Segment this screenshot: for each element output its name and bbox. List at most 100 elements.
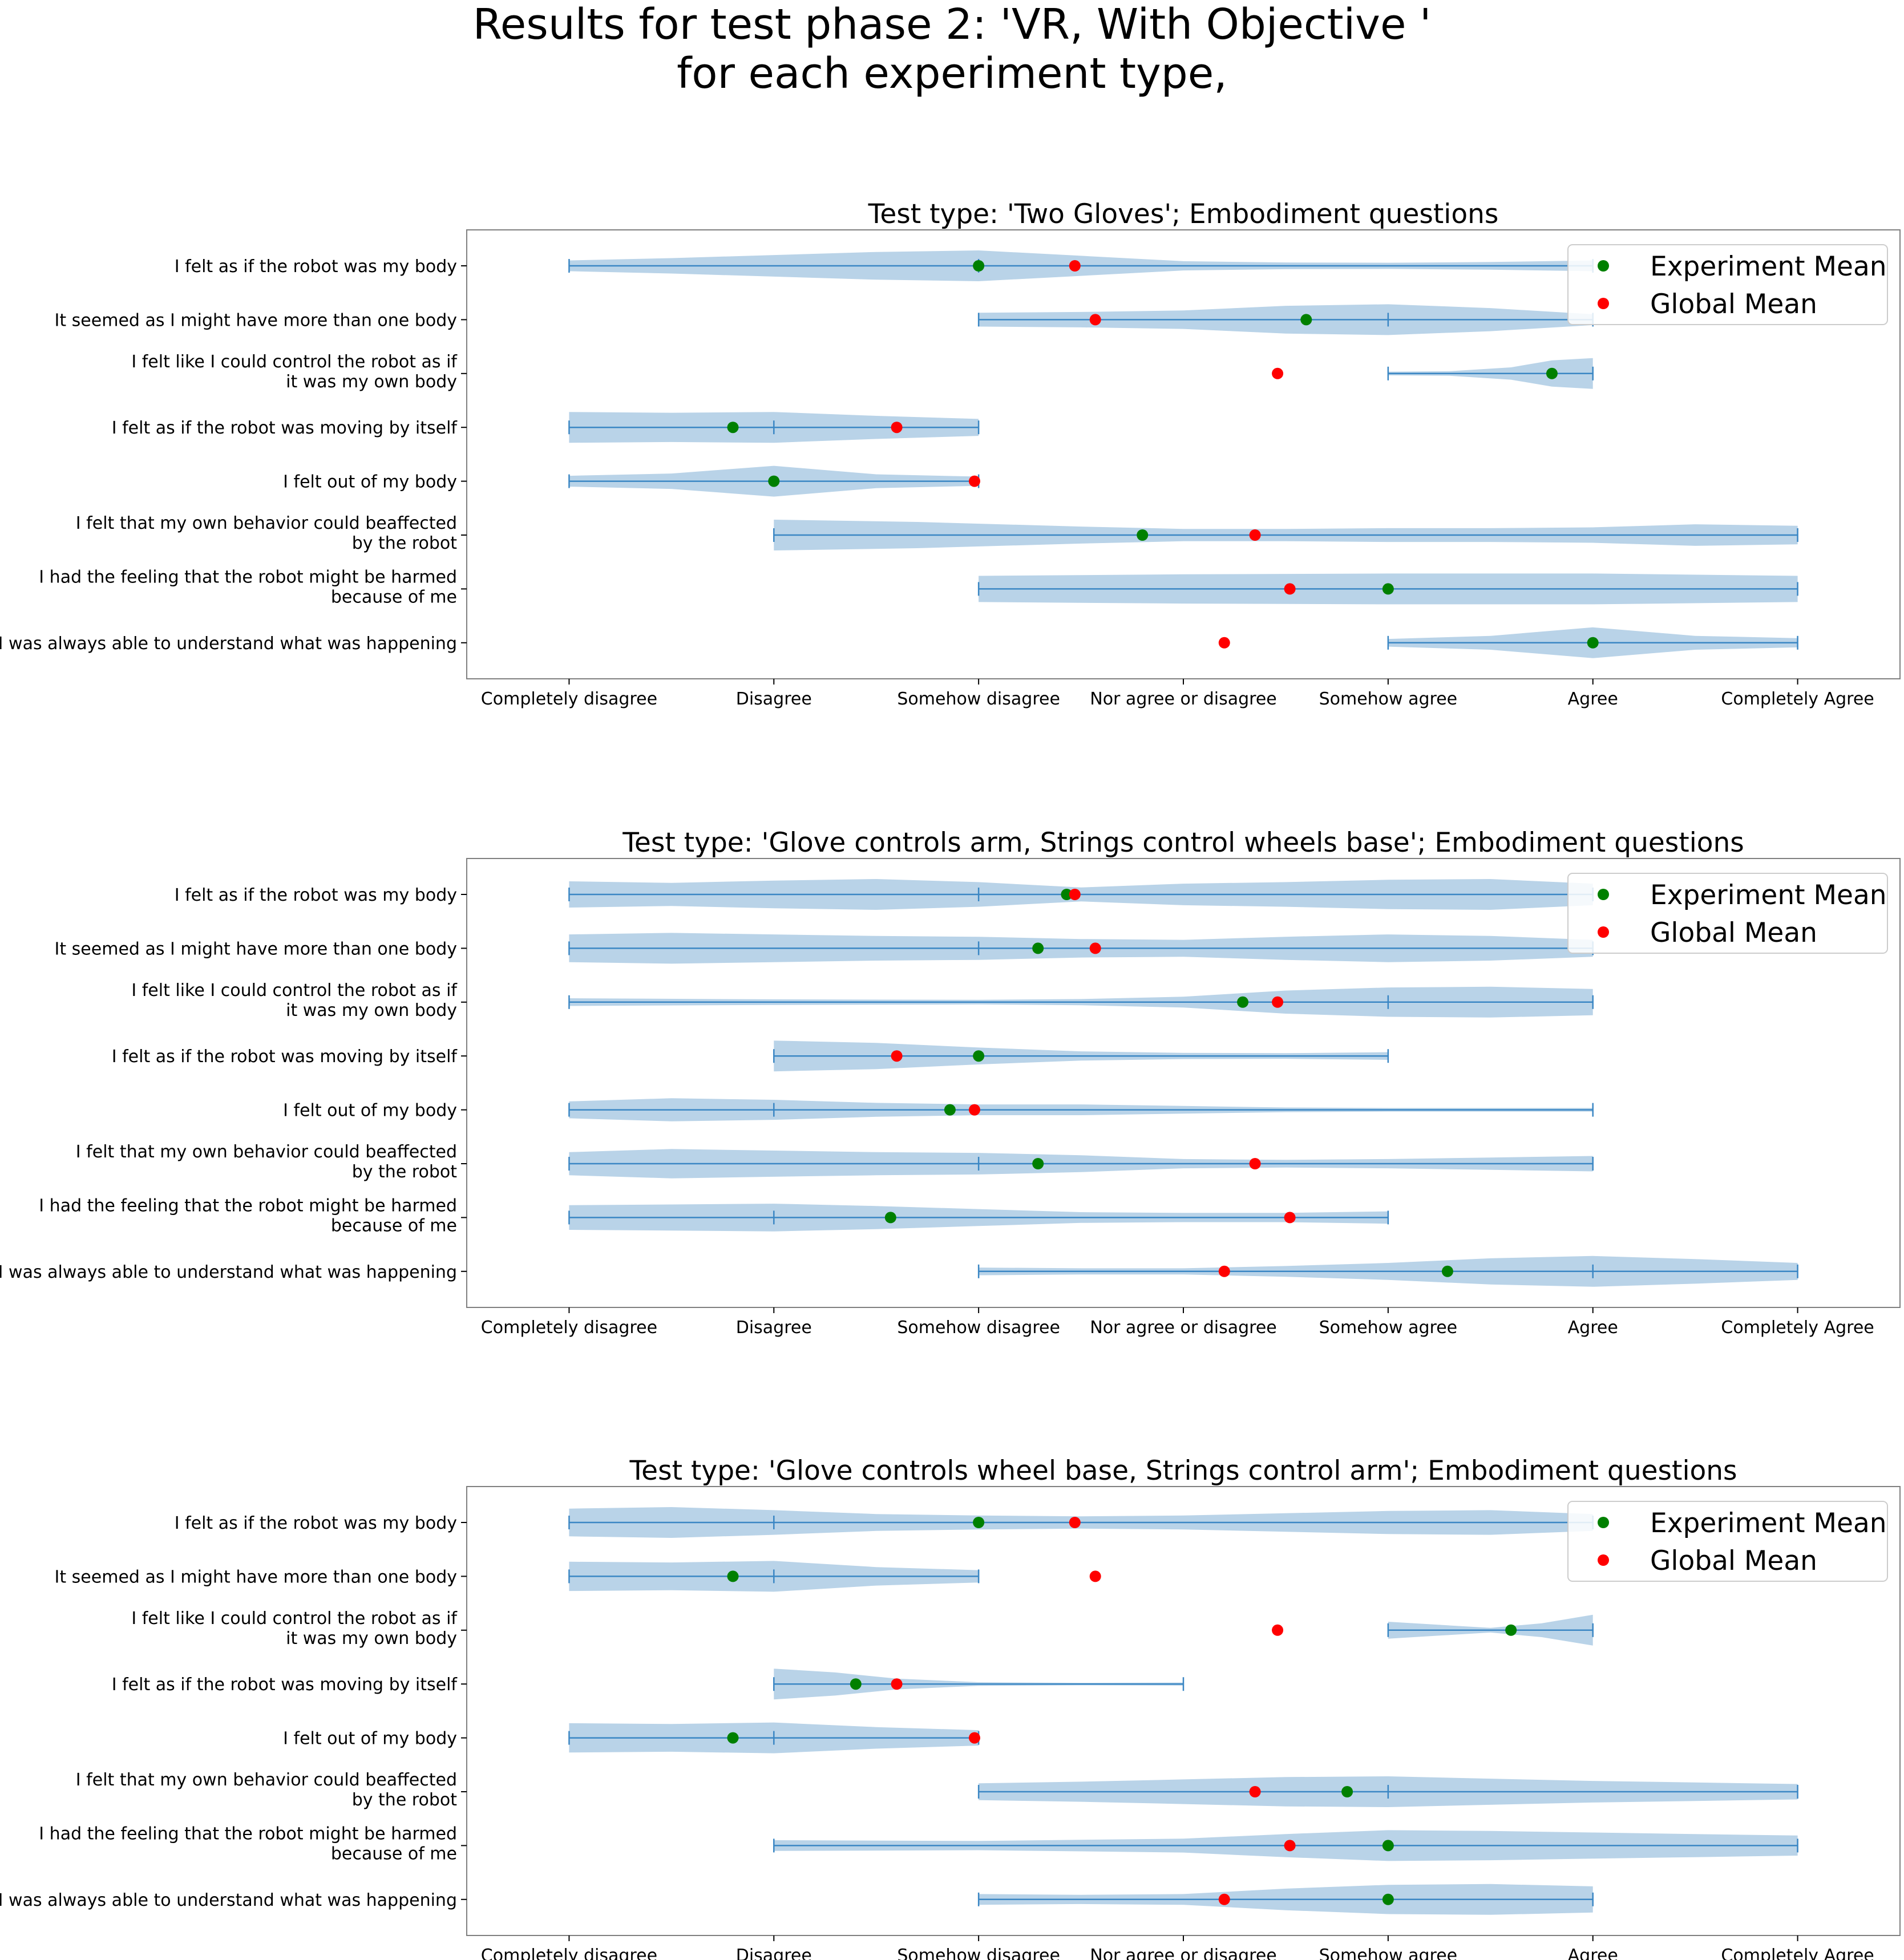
question-row: I felt like I could control the robot as… <box>131 352 1594 392</box>
x-tick-label: Somehow disagree <box>897 689 1060 709</box>
y-tick-label: I felt as if the robot was moving by its… <box>112 418 458 438</box>
global-mean-point <box>1218 637 1230 649</box>
experiment-mean-point <box>1587 637 1599 649</box>
legend-marker-experiment-mean <box>1598 260 1609 272</box>
y-tick-label: I was always able to understand what was… <box>0 1262 457 1282</box>
y-tick-label: it was my own body <box>286 1629 457 1649</box>
global-mean-point <box>1284 1840 1296 1852</box>
x-tick-label: Disagree <box>736 1318 812 1338</box>
y-tick-label: I felt as if the robot was moving by its… <box>112 1675 458 1695</box>
y-tick-label: I felt like I could control the robot as… <box>131 981 458 1001</box>
global-mean-point <box>1249 529 1261 541</box>
experiment-mean-point <box>1382 1840 1394 1852</box>
experiment-mean-point <box>1505 1624 1517 1636</box>
question-row: I felt that my own behavior could beaffe… <box>76 513 1798 553</box>
question-row: I felt out of my body <box>283 1098 1594 1121</box>
experiment-mean-point <box>1300 314 1312 326</box>
x-tick-label: Agree <box>1568 1946 1618 1960</box>
chart-panel: Test type: 'Two Gloves'; Embodiment ques… <box>0 199 1901 709</box>
global-mean-point <box>1272 1624 1284 1636</box>
x-tick-label: Completely disagree <box>481 689 657 709</box>
legend-label: Global Mean <box>1650 917 1817 949</box>
global-mean-point <box>1069 1517 1081 1528</box>
question-row: I felt out of my body <box>283 1722 980 1754</box>
question-row: It seemed as I might have more than one … <box>55 304 1594 335</box>
global-mean-point <box>1089 942 1101 954</box>
experiment-mean-point <box>944 1104 956 1116</box>
experiment-mean-point <box>727 1570 739 1582</box>
global-mean-point <box>891 1678 903 1690</box>
x-tick-label: Somehow agree <box>1319 1318 1458 1338</box>
question-row: I felt like I could control the robot as… <box>131 1609 1594 1649</box>
global-mean-point <box>1069 889 1081 900</box>
global-mean-point <box>968 1732 980 1744</box>
question-row: I had the feeling that the robot might b… <box>39 1824 1798 1864</box>
y-tick-label: I felt like I could control the robot as… <box>131 352 458 372</box>
y-tick-label: by the robot <box>352 1162 458 1182</box>
x-tick-label: Disagree <box>736 1946 812 1960</box>
legend: Experiment Mean Global Mean <box>1567 873 1888 954</box>
x-tick-label: Completely Agree <box>1721 1946 1874 1960</box>
experiment-mean-point <box>1137 529 1149 541</box>
y-tick-label: I had the feeling that the robot might b… <box>39 1196 457 1216</box>
panel-title: Test type: 'Glove controls arm, Strings … <box>622 827 1744 858</box>
global-mean-point <box>1284 1212 1296 1224</box>
experiment-mean-point <box>1382 583 1394 595</box>
y-tick-label: It seemed as I might have more than one … <box>55 1567 457 1587</box>
y-tick-label: it was my own body <box>286 1001 457 1021</box>
global-mean-point <box>1249 1786 1261 1797</box>
experiment-mean-point <box>973 260 985 272</box>
y-tick-label: it was my own body <box>286 372 457 392</box>
question-row: I was always able to understand what was… <box>0 627 1798 658</box>
question-row: I was always able to understand what was… <box>0 1256 1798 1287</box>
y-tick-label: I felt as if the robot was my body <box>175 257 457 277</box>
experiment-mean-point <box>768 475 780 487</box>
y-tick-label: I felt out of my body <box>283 1729 457 1749</box>
panel-title: Test type: 'Glove controls wheel base, S… <box>629 1455 1737 1487</box>
panel-title: Test type: 'Two Gloves'; Embodiment ques… <box>868 199 1499 230</box>
global-mean-point <box>1218 1893 1230 1905</box>
experiment-mean-point <box>1546 367 1558 379</box>
question-row: I had the feeling that the robot might b… <box>39 567 1798 607</box>
global-mean-point <box>891 1050 903 1062</box>
y-tick-label: It seemed as I might have more than one … <box>55 939 457 959</box>
legend-marker-global-mean <box>1598 298 1609 309</box>
y-tick-label: I felt that my own behavior could beaffe… <box>76 1142 457 1162</box>
y-tick-label: I felt that my own behavior could beaffe… <box>76 513 457 533</box>
question-row: It seemed as I might have more than one … <box>55 933 1594 964</box>
global-mean-point <box>1089 1570 1101 1582</box>
legend-label: Global Mean <box>1650 289 1817 320</box>
y-tick-label: by the robot <box>352 1790 458 1810</box>
y-tick-label: because of me <box>331 587 457 607</box>
question-row: I felt like I could control the robot as… <box>131 981 1594 1021</box>
question-row: I felt as if the robot was moving by its… <box>112 412 980 443</box>
question-row: I felt that my own behavior could beaffe… <box>76 1770 1798 1810</box>
y-tick-label: I felt as if the robot was my body <box>175 1513 457 1533</box>
question-row: I was always able to understand what was… <box>0 1884 1594 1915</box>
y-tick-label: I was always able to understand what was… <box>0 634 457 654</box>
y-tick-label: I had the feeling that the robot might b… <box>39 567 457 587</box>
x-tick-label: Disagree <box>736 689 812 709</box>
global-mean-point <box>968 1104 980 1116</box>
y-tick-label: It seemed as I might have more than one … <box>55 310 457 330</box>
legend-label: Experiment Mean <box>1650 251 1887 282</box>
question-row: I had the feeling that the robot might b… <box>39 1196 1389 1236</box>
x-tick-label: Agree <box>1568 1318 1618 1338</box>
experiment-mean-point <box>1237 996 1249 1008</box>
global-mean-point <box>891 422 903 434</box>
experiment-mean-point <box>727 422 739 434</box>
y-tick-label: I felt like I could control the robot as… <box>131 1609 458 1629</box>
global-mean-point <box>1272 996 1284 1008</box>
legend: Experiment Mean Global Mean <box>1567 1501 1888 1582</box>
y-tick-label: I felt as if the robot was moving by its… <box>112 1047 458 1067</box>
legend-label: Global Mean <box>1650 1545 1817 1577</box>
y-tick-label: I was always able to understand what was… <box>0 1890 457 1910</box>
y-tick-label: I felt that my own behavior could beaffe… <box>76 1770 457 1790</box>
global-mean-point <box>968 475 980 487</box>
experiment-mean-point <box>973 1517 985 1528</box>
global-mean-point <box>1249 1158 1261 1169</box>
legend-marker-experiment-mean <box>1598 889 1609 900</box>
x-tick-label: Somehow disagree <box>897 1318 1060 1338</box>
legend-marker-experiment-mean <box>1598 1517 1609 1528</box>
